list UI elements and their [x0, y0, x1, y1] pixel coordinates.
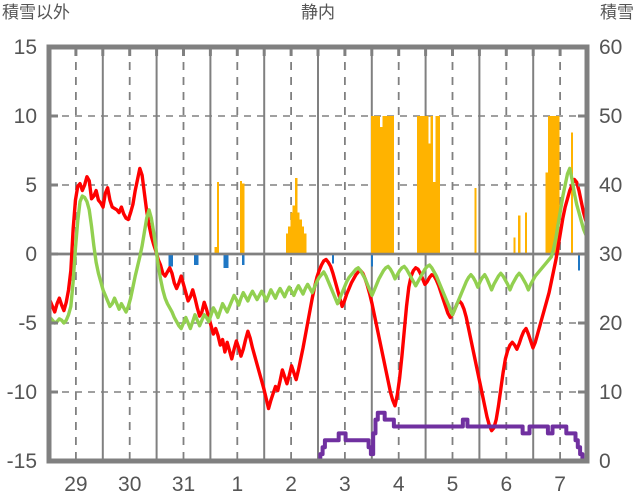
left-tick-label: 15 — [14, 36, 37, 59]
right-tick-label: 40 — [599, 174, 622, 197]
left-tick-label: 10 — [14, 105, 37, 128]
right-axis-ticks: 60 50 40 30 20 10 0 — [578, 36, 622, 473]
x-tick-label: 7 — [554, 473, 566, 496]
left-axis-title: 積雪以外 — [2, 3, 70, 22]
snowfall-bars — [71, 254, 581, 271]
right-tick-label: 20 — [599, 312, 622, 335]
left-tick-label: -15 — [7, 450, 37, 473]
x-tick-label: 2 — [285, 473, 297, 496]
x-tick-label: 3 — [339, 473, 351, 496]
x-tick-label: 30 — [118, 473, 141, 496]
right-tick-label: 0 — [599, 450, 611, 473]
chart-title: 静内 — [301, 3, 335, 22]
x-tick-label: 4 — [393, 473, 405, 496]
x-tick-label: 6 — [500, 473, 512, 496]
right-tick-label: 30 — [599, 243, 622, 266]
x-tick-label: 31 — [172, 473, 195, 496]
right-tick-label: 60 — [599, 36, 622, 59]
right-axis-title: 積雪 — [600, 3, 634, 22]
right-tick-label: 10 — [599, 381, 622, 404]
x-tick-label: 5 — [447, 473, 459, 496]
x-tick-label: 29 — [64, 473, 87, 496]
left-tick-label: 0 — [25, 243, 37, 266]
temperature-series — [48, 166, 588, 433]
left-axis-ticks: 15 10 5 0 -5 -10 -15 — [7, 36, 58, 473]
precipitation-bars — [214, 116, 574, 254]
right-tick-label: 50 — [599, 105, 622, 128]
left-tick-label: -10 — [7, 381, 37, 404]
left-tick-label: -5 — [18, 312, 37, 335]
x-tick-label: 1 — [231, 473, 243, 496]
x-axis-ticks: 29 30 31 1 2 3 4 5 6 7 — [64, 47, 566, 496]
left-tick-label: 5 — [25, 174, 37, 197]
